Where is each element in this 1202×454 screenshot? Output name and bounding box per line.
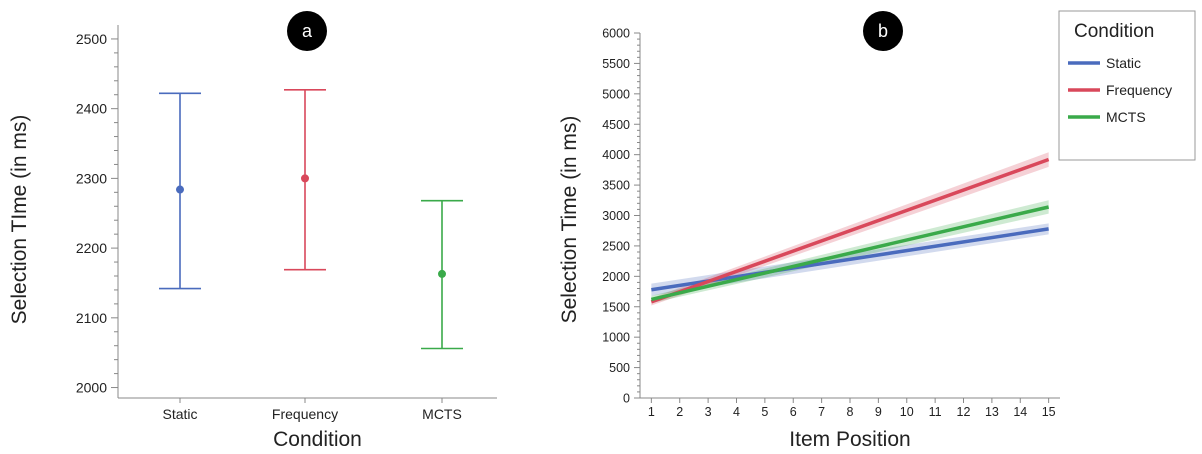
panel-a-y-tick-label: 2000	[76, 380, 107, 396]
panel-b-x-tick-label: 6	[790, 405, 797, 419]
panel-a-y-tick-label: 2400	[76, 101, 107, 117]
panel-b-y-tick-label: 1000	[602, 331, 630, 345]
panel-b-badge-label: b	[878, 21, 888, 41]
panel-b-x-tick-label: 14	[1013, 405, 1027, 419]
panel-b-x-tick-label: 4	[733, 405, 740, 419]
panel-b-x-tick-label: 9	[875, 405, 882, 419]
legend-label-mcts: MCTS	[1106, 109, 1146, 125]
panel-b-y-tick-label: 1500	[602, 300, 630, 314]
legend-box	[1058, 10, 1196, 161]
legend-title: Condition	[1074, 21, 1154, 42]
panel-b-x-tick-label: 15	[1042, 405, 1056, 419]
panel-a-mean-point-static	[176, 185, 184, 194]
panel-a-x-axis-title: Condition	[273, 428, 362, 451]
panel-a-x-tick-label: Static	[162, 406, 197, 422]
panel-b-y-tick-label: 3500	[602, 179, 630, 193]
panel-a-x-tick-label: Frequency	[272, 406, 338, 422]
panel-a-mean-point-frequency	[301, 174, 309, 183]
panel-b-x-tick-label: 3	[705, 405, 712, 419]
panel-b-y-tick-label: 2500	[602, 239, 630, 253]
panel-a-badge	[287, 11, 327, 51]
panel-a-x-tick-label: MCTS	[422, 406, 462, 422]
panel-b-x-tick-label: 2	[676, 405, 683, 419]
panel-b-series-line-mcts	[650, 205, 1050, 302]
panel-b-x-tick-label: 11	[929, 405, 942, 419]
panel-b-x-tick-label: 10	[900, 405, 914, 419]
panel-b-x-tick-label: 13	[985, 405, 999, 419]
panel-b-x-tick-label: 1	[648, 405, 655, 419]
panel-b-x-axis-title: Item Position	[789, 428, 910, 451]
panel-a-y-tick-label: 2500	[76, 31, 107, 47]
panel-a-y-tick-label: 2100	[76, 310, 107, 326]
panel-a-mean-point-mcts	[438, 269, 446, 278]
panel-b-y-tick-label: 5500	[602, 57, 630, 71]
panel-b-series-line-frequency	[650, 157, 1050, 304]
panel-b-y-tick-label: 0	[623, 392, 630, 406]
panel-b-y-tick-label: 4500	[602, 118, 630, 132]
panel-b-y-tick-label: 4000	[602, 148, 630, 162]
panel-a-y-axis-title: Selection TIme (in ms)	[8, 115, 31, 325]
panel-b-x-tick-label: 7	[818, 405, 825, 419]
panel-b-x-tick-label: 12	[957, 405, 971, 419]
panel-b-y-tick-label: 6000	[602, 27, 630, 41]
panel-b-x-tick-label: 8	[847, 405, 854, 419]
panel-b-badge	[863, 11, 903, 51]
panel-a-badge-label: a	[302, 21, 313, 41]
panel-b-y-tick-label: 5000	[602, 87, 630, 101]
panel-b-y-tick-label: 500	[609, 361, 630, 375]
panel-b-y-tick-label: 3000	[602, 209, 630, 223]
panel-b-x-tick-label: 5	[761, 405, 768, 419]
legend-label-static: Static	[1106, 55, 1141, 71]
panel-b-y-tick-label: 2000	[602, 270, 630, 284]
panel-a-y-tick-label: 2200	[76, 240, 107, 256]
panel-b-y-axis-title: Selection Time (in ms)	[558, 116, 581, 324]
panel-a-y-tick-label: 2300	[76, 170, 107, 186]
legend-label-frequency: Frequency	[1106, 82, 1172, 98]
